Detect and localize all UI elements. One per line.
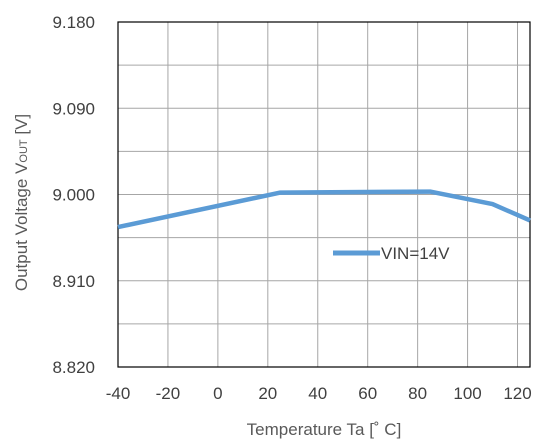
y-axis-label: Output Voltage VOUT [V] xyxy=(12,114,31,291)
x-tick-label: 20 xyxy=(258,384,277,403)
y-axis-label-unit: [V] xyxy=(12,114,31,140)
x-tick-label: -40 xyxy=(106,384,131,403)
y-axis-label-main: Output Voltage V xyxy=(12,162,31,291)
x-tick-label: -20 xyxy=(156,384,181,403)
x-tick-label: 80 xyxy=(408,384,427,403)
y-tick-label: 8.910 xyxy=(52,272,95,291)
y-axis-label-subscript: OUT xyxy=(18,139,30,163)
series-line-0 xyxy=(117,189,531,230)
legend-label: VIN=14V xyxy=(381,244,450,263)
x-tick-label: 40 xyxy=(308,384,327,403)
y-tick-label: 8.820 xyxy=(52,358,95,377)
x-tick-label: 120 xyxy=(503,384,531,403)
x-tick-label: 60 xyxy=(358,384,377,403)
x-tick-label: 100 xyxy=(453,384,481,403)
x-tick-labels: -40 -20 0 20 40 60 80 100 120 xyxy=(106,384,532,403)
y-tick-label: 9.180 xyxy=(52,13,95,32)
plot-area-frame xyxy=(117,21,531,368)
x-axis-label: Temperature Ta [˚ C] xyxy=(247,420,402,439)
x-tick-label: 0 xyxy=(213,384,222,403)
y-tick-label: 9.090 xyxy=(52,99,95,118)
series-layer xyxy=(117,189,531,230)
y-tick-labels: 8.820 8.910 9.000 9.090 9.180 xyxy=(52,13,95,377)
y-tick-label: 9.000 xyxy=(52,186,95,205)
legend: VIN=14V xyxy=(333,244,450,263)
